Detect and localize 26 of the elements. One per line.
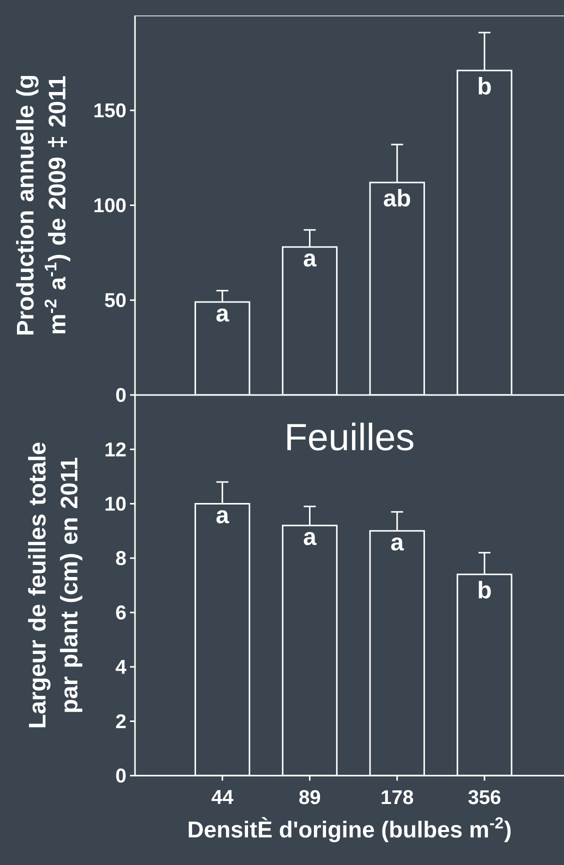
y-tick-label: 2	[116, 714, 126, 728]
x-tick-label: 44	[212, 790, 234, 804]
x-tick-label: 89	[299, 790, 320, 804]
x-tick-label: 178	[382, 790, 414, 804]
annotation: ab	[384, 188, 410, 207]
annotation: b	[478, 77, 491, 95]
x-tick-label: 356	[468, 790, 500, 804]
y-tick-label: 150	[94, 103, 126, 118]
y-tick-label: 4	[116, 660, 126, 674]
y-tick-label: 6	[116, 605, 126, 620]
annotation: a	[216, 510, 230, 524]
y-tick-label: 0	[116, 388, 126, 402]
x-axis-title: DensitÈ d'origine (bulbes m$^{-2}$)	[188, 817, 511, 842]
annotation: a	[304, 532, 317, 546]
annotation: a	[391, 537, 404, 551]
annotation: a	[216, 308, 230, 322]
y-tick-label: 10	[106, 496, 126, 511]
text: Feuilles	[287, 422, 414, 450]
y-tick-label: 0	[116, 768, 126, 783]
y-tick-label: 8	[116, 551, 126, 566]
y-tick-label: 100	[94, 198, 126, 212]
annotation: b	[478, 580, 491, 598]
y-tick-label: 12	[106, 442, 126, 456]
y-tick-label: 50	[104, 293, 126, 308]
y-axis-title: Largeur de feuilles totale par plant (cm) en 2011	[28, 442, 82, 728]
annotation: a	[304, 254, 317, 267]
